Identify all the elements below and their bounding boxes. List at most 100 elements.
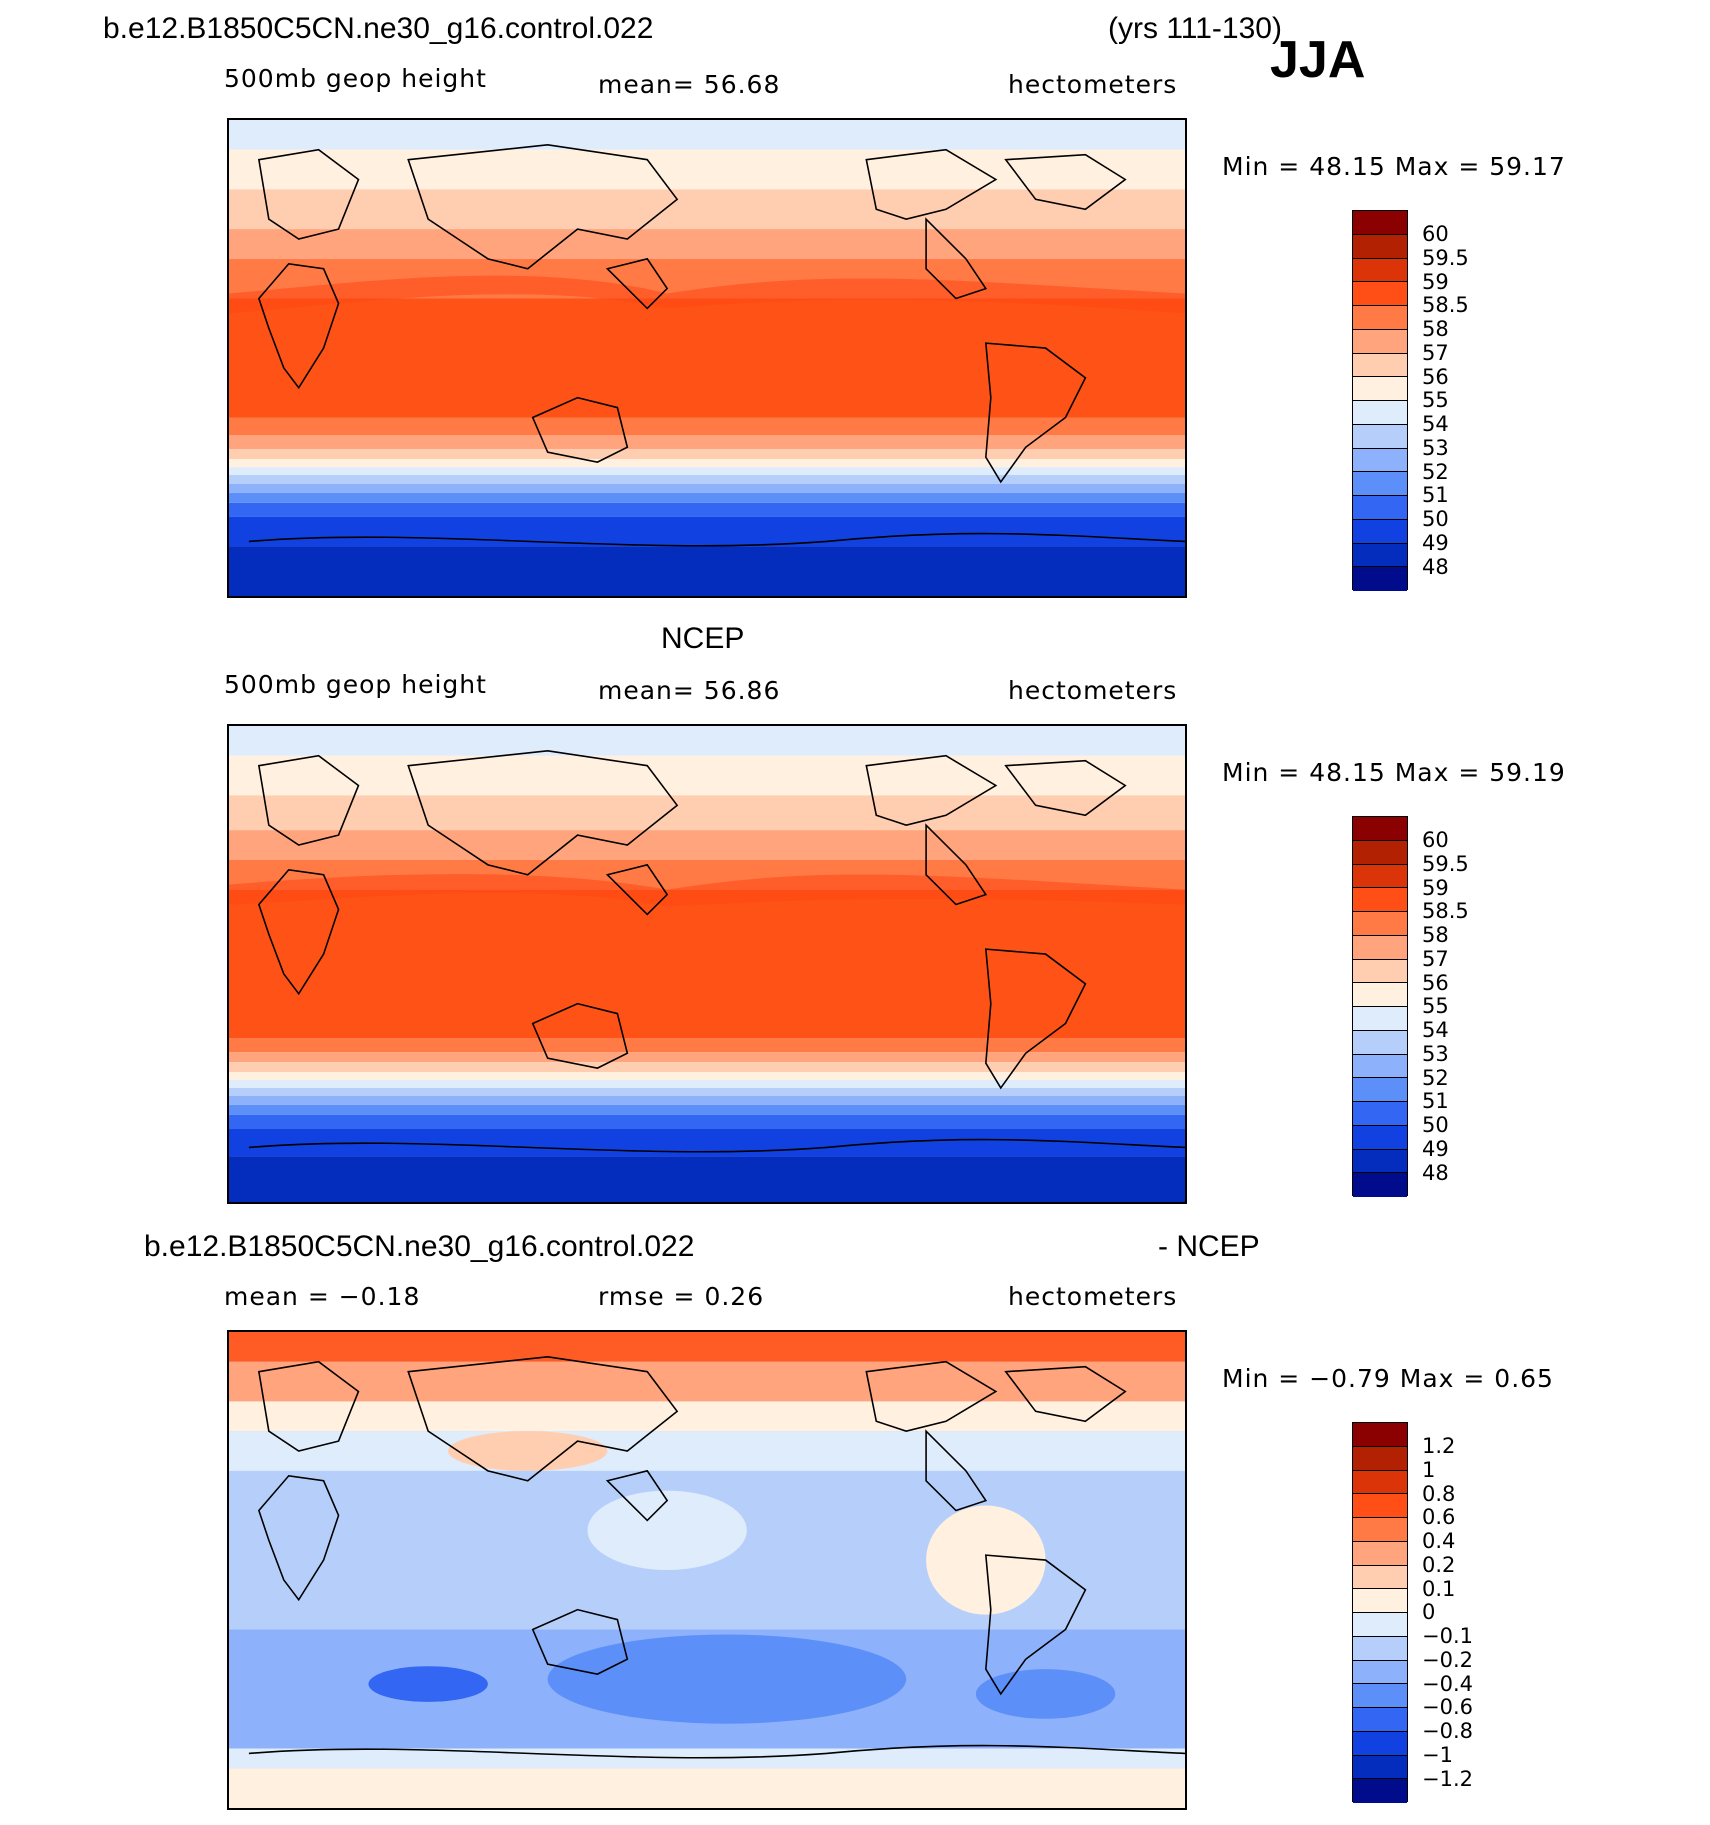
colorbar-swatch [1353, 1470, 1407, 1495]
world-map-contour-difference [229, 1332, 1185, 1808]
colorbar-tick-label: 58.5 [1422, 899, 1469, 924]
colorbar-tick-label: 50 [1422, 1113, 1449, 1137]
panel2-units-label: hectometers [1008, 676, 1178, 705]
colorbar-tick-label: 48 [1422, 554, 1449, 579]
panel1-map [227, 118, 1187, 598]
colorbar-swatch [1353, 1149, 1407, 1174]
colorbar-swatch [1353, 543, 1407, 568]
colorbar-swatch [1353, 1054, 1407, 1079]
panel2-map [227, 724, 1187, 1204]
season-label: JJA [1270, 31, 1366, 89]
colorbar-swatch [1353, 1494, 1407, 1518]
colorbar-swatch [1353, 329, 1407, 354]
colorbar-tick-label: 0 [1422, 1600, 1436, 1625]
colorbar-swatch [1353, 1731, 1407, 1756]
colorbar-swatch [1353, 840, 1407, 865]
colorbar-tick-label: 51 [1422, 1089, 1449, 1114]
colorbar-tick-label: 58 [1422, 923, 1449, 947]
colorbar-tick-label: −0.4 [1422, 1671, 1473, 1696]
colorbar-swatch [1353, 1708, 1407, 1732]
colorbar-tick-label: 59 [1422, 269, 1449, 294]
colorbar-tick-label: 1 [1422, 1457, 1436, 1482]
panel1-variable-label: 500mb geop height [224, 64, 487, 93]
colorbar-swatch [1353, 472, 1407, 496]
colorbar-tick-label: 56 [1422, 970, 1449, 995]
colorbar-tick-label: 0.1 [1422, 1576, 1456, 1601]
colorbar-tick-label: 60 [1422, 828, 1449, 852]
colorbar-swatch [1353, 912, 1407, 936]
colorbar-tick-label: 58 [1422, 317, 1449, 341]
colorbar-swatch [1353, 1660, 1407, 1685]
colorbar-swatch [1353, 377, 1407, 401]
panel3-colorbar [1352, 1422, 1408, 1803]
colorbar-tick-label: −0.8 [1422, 1719, 1473, 1743]
colorbar-tick-label: 59 [1422, 875, 1449, 900]
colorbar-tick-label: 0.4 [1422, 1529, 1456, 1553]
colorbar-tick-label: −1 [1422, 1742, 1453, 1767]
panel1-colorbar [1352, 210, 1408, 591]
colorbar-tick-label: 0.8 [1422, 1481, 1456, 1506]
colorbar-tick-label: 57 [1422, 946, 1449, 971]
colorbar-swatch [1353, 234, 1407, 259]
colorbar-swatch [1353, 282, 1407, 306]
colorbar-swatch [1353, 1030, 1407, 1055]
colorbar-swatch [1353, 1779, 1407, 1803]
colorbar-swatch [1353, 424, 1407, 449]
colorbar-swatch [1353, 567, 1407, 591]
colorbar-swatch [1353, 1541, 1407, 1566]
years-range: (yrs 111-130) [1108, 12, 1282, 45]
panel2-mean-label: mean= 56.86 [598, 676, 781, 705]
panel2-minmax: Min = 48.15 Max = 59.19 [1222, 758, 1566, 787]
colorbar-swatch [1353, 1565, 1407, 1590]
panel2-title: NCEP [661, 622, 745, 655]
panel1-units-label: hectometers [1008, 70, 1178, 99]
panel1-minmax: Min = 48.15 Max = 59.17 [1222, 152, 1566, 181]
colorbar-swatch [1353, 935, 1407, 960]
colorbar-swatch [1353, 401, 1407, 425]
panel3-title: b.e12.B1850C5CN.ne30_g16.control.022 [144, 1230, 695, 1263]
colorbar-tick-label: 56 [1422, 364, 1449, 389]
colorbar-tick-label: 1.2 [1422, 1434, 1456, 1458]
colorbar-tick-label: 52 [1422, 1065, 1449, 1090]
colorbar-swatch [1353, 1102, 1407, 1126]
colorbar-swatch [1353, 1125, 1407, 1150]
colorbar-tick-label: 59.5 [1422, 851, 1469, 876]
panel2-colorbar [1352, 816, 1408, 1197]
colorbar-tick-label: −0.6 [1422, 1695, 1473, 1720]
colorbar-swatch [1353, 1423, 1407, 1447]
world-map-contour-ncep [229, 726, 1185, 1202]
colorbar-tick-label: 55 [1422, 388, 1449, 413]
colorbar-swatch [1353, 211, 1407, 235]
colorbar-swatch [1353, 1518, 1407, 1542]
colorbar-tick-label: 55 [1422, 994, 1449, 1019]
colorbar-tick-label: 54 [1422, 412, 1449, 436]
colorbar-tick-label: 0.6 [1422, 1505, 1456, 1530]
colorbar-swatch [1353, 258, 1407, 283]
colorbar-tick-label: 48 [1422, 1160, 1449, 1185]
colorbar-tick-label: 49 [1422, 530, 1449, 555]
colorbar-swatch [1353, 519, 1407, 544]
colorbar-swatch [1353, 1755, 1407, 1780]
world-map-contour-model [229, 120, 1185, 596]
colorbar-tick-label: −0.1 [1422, 1624, 1473, 1648]
colorbar-swatch [1353, 496, 1407, 520]
colorbar-swatch [1353, 888, 1407, 912]
colorbar-tick-label: 0.2 [1422, 1552, 1456, 1577]
colorbar-swatch [1353, 983, 1407, 1007]
colorbar-tick-label: 58.5 [1422, 293, 1469, 318]
panel1-mean-label: mean= 56.68 [598, 70, 781, 99]
colorbar-tick-label: 49 [1422, 1136, 1449, 1161]
colorbar-swatch [1353, 1078, 1407, 1102]
colorbar-swatch [1353, 1636, 1407, 1661]
panel3-units-label: hectometers [1008, 1282, 1178, 1311]
colorbar-tick-label: 54 [1422, 1018, 1449, 1042]
colorbar-swatch [1353, 959, 1407, 984]
colorbar-swatch [1353, 1684, 1407, 1708]
colorbar-tick-label: 50 [1422, 507, 1449, 531]
colorbar-tick-label: 59.5 [1422, 245, 1469, 270]
colorbar-swatch [1353, 1007, 1407, 1031]
panel3-rmse-label: rmse = 0.26 [598, 1282, 765, 1311]
colorbar-tick-label: −0.2 [1422, 1647, 1473, 1672]
colorbar-swatch [1353, 864, 1407, 889]
colorbar-tick-label: 53 [1422, 1041, 1449, 1066]
